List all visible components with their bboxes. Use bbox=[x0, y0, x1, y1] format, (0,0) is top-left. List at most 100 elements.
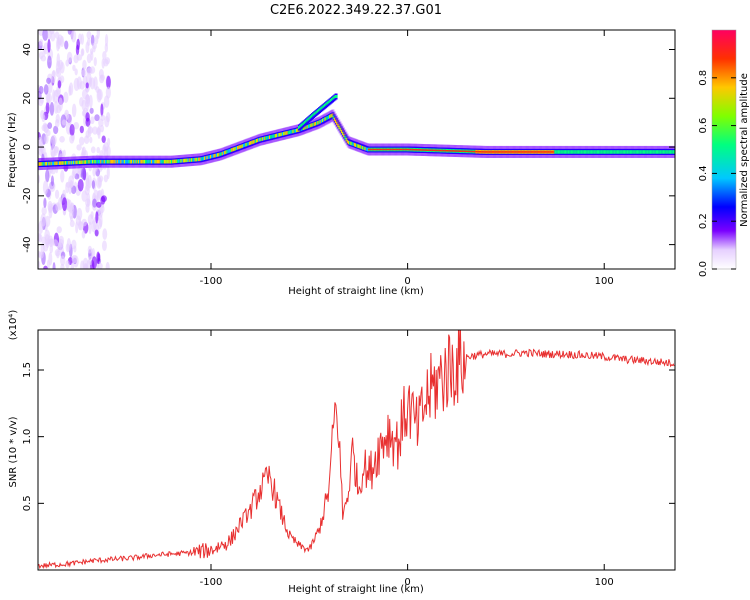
heatmap-cell bbox=[64, 40, 69, 50]
colorbar-label: Normalized spectral amplitude bbox=[739, 73, 750, 227]
heatmap-cell bbox=[85, 198, 91, 207]
heatmap-cell bbox=[93, 56, 97, 67]
heatmap-cell bbox=[53, 89, 59, 104]
heatmap-cell bbox=[71, 254, 78, 264]
heatmap-marks bbox=[38, 30, 675, 269]
heatmap-cell bbox=[106, 165, 110, 180]
heatmap-cell bbox=[97, 189, 103, 199]
heatmap-cell bbox=[81, 69, 87, 77]
colorbar: 0.0 0.2 0.4 0.6 0.8 Normalized spectral ampl… bbox=[698, 29, 750, 277]
heatmap-cell bbox=[47, 200, 53, 212]
heatmap-cell bbox=[102, 144, 107, 156]
heatmap-cell bbox=[38, 250, 42, 258]
heatmap-cell bbox=[55, 202, 61, 212]
heatmap-cell bbox=[107, 137, 111, 147]
heatmap-cell bbox=[50, 144, 56, 159]
chart-title: C2E6.2022.349.22.37.G01 bbox=[270, 3, 442, 18]
x-tick-label: -100 bbox=[200, 577, 223, 588]
heatmap-cell bbox=[67, 113, 72, 126]
heatmap-cell bbox=[80, 33, 85, 45]
heatmap-cell bbox=[56, 250, 60, 259]
heatmap-cell bbox=[70, 262, 75, 269]
heatmap-cell bbox=[47, 55, 52, 69]
heatmap-cell bbox=[53, 100, 59, 114]
heatmap-cell bbox=[104, 43, 109, 53]
heatmap-cell bbox=[79, 80, 85, 90]
heatmap-cell bbox=[92, 198, 97, 208]
heatmap-cell bbox=[41, 114, 46, 123]
heatmap-cell bbox=[39, 142, 44, 154]
y-tick-label: -20 bbox=[22, 188, 33, 204]
heatmap-cell bbox=[54, 119, 60, 128]
heatmap-cell bbox=[79, 125, 84, 134]
y-tick-label: 0.5 bbox=[22, 495, 33, 511]
y-tick-label: -40 bbox=[22, 236, 33, 252]
heatmap-cell bbox=[96, 88, 102, 103]
snr-ticks: -100 0 100 0.5 1.0 1.5 bbox=[22, 330, 675, 588]
heatmap-cell bbox=[92, 167, 96, 177]
heatmap-cell bbox=[38, 232, 42, 242]
heatmap-cell bbox=[52, 239, 59, 247]
heatmap-cell bbox=[61, 197, 68, 212]
heatmap-cell bbox=[102, 51, 107, 61]
heatmap-cell bbox=[86, 67, 93, 75]
heatmap-cell bbox=[105, 261, 110, 269]
heatmap-cell bbox=[94, 34, 99, 45]
colorbar-tick-label: 0.6 bbox=[698, 118, 709, 134]
heatmap-cell bbox=[42, 122, 48, 129]
heatmap-cell bbox=[74, 173, 80, 180]
heatmap-cell bbox=[96, 127, 101, 136]
heatmap-xlabel: Height of straight line (km) bbox=[288, 286, 424, 297]
colorbar-tick-label: 0.0 bbox=[698, 261, 709, 277]
heatmap-cell bbox=[69, 210, 74, 220]
heatmap-cell bbox=[91, 248, 96, 259]
x-tick-label: 100 bbox=[595, 577, 614, 588]
heatmap-frame bbox=[37, 29, 676, 270]
heatmap-cell bbox=[86, 31, 92, 40]
heatmap-cell bbox=[106, 112, 111, 123]
heatmap-cell bbox=[57, 80, 62, 89]
snr-panel: -100 0 100 0.5 1.0 1.5 Height of straight lin… bbox=[8, 310, 676, 595]
heatmap-cell bbox=[44, 134, 49, 144]
heatmap-cell bbox=[77, 178, 84, 192]
heatmap-cell bbox=[47, 122, 53, 130]
heatmap-cell bbox=[43, 265, 48, 269]
heatmap-cell bbox=[45, 169, 50, 183]
heatmap-cell bbox=[78, 221, 84, 231]
heatmap-cell bbox=[101, 240, 107, 252]
heatmap-cell bbox=[103, 59, 109, 67]
heatmap-cell bbox=[89, 48, 93, 55]
heatmap-cell bbox=[673, 150, 675, 154]
heatmap-cell bbox=[61, 119, 67, 126]
heatmap-cell bbox=[94, 229, 99, 237]
heatmap-cell bbox=[99, 206, 103, 218]
heatmap-cell bbox=[85, 130, 90, 139]
heatmap-cell bbox=[69, 123, 75, 136]
heatmap-cell bbox=[41, 206, 47, 216]
x-tick-label: -100 bbox=[200, 276, 223, 287]
y-tick-label: 40 bbox=[22, 43, 33, 56]
heatmap-cell bbox=[84, 184, 90, 196]
heatmap-cell bbox=[71, 239, 77, 250]
heatmap-cell bbox=[97, 252, 101, 262]
heatmap-cell bbox=[92, 42, 97, 50]
x-tick-label: 100 bbox=[595, 276, 614, 287]
heatmap-cell bbox=[81, 230, 86, 239]
heatmap-cell bbox=[99, 124, 105, 133]
heatmap-cell bbox=[96, 146, 101, 154]
heatmap-cell bbox=[74, 68, 78, 76]
snr-ylabel: SNR (10 * v/v) bbox=[8, 416, 19, 487]
heatmap-cell bbox=[96, 201, 102, 208]
heatmap-ticks: -100 0 100 -40 -20 0 20 40 bbox=[22, 30, 675, 287]
heatmap-cell bbox=[46, 77, 52, 84]
heatmap-cell bbox=[56, 53, 61, 68]
heatmap-cell bbox=[97, 262, 103, 269]
heatmap-cell bbox=[90, 146, 96, 154]
heatmap-cell bbox=[334, 94, 338, 98]
colorbar-gradient bbox=[711, 29, 737, 270]
heatmap-cell bbox=[81, 167, 86, 180]
heatmap-cell bbox=[44, 229, 51, 242]
heatmap-cell bbox=[102, 228, 108, 240]
heatmap-cell bbox=[101, 135, 106, 144]
